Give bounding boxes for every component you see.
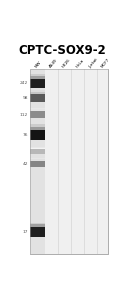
Bar: [45, 70, 58, 254]
Bar: [30, 161, 45, 167]
Bar: [30, 109, 45, 111]
Text: A549: A549: [49, 58, 58, 69]
Text: 76: 76: [23, 133, 28, 137]
Bar: [30, 224, 45, 227]
Text: 17: 17: [23, 230, 28, 234]
Text: 42: 42: [23, 162, 28, 166]
Bar: [30, 223, 45, 227]
Bar: [30, 70, 108, 254]
Text: H226: H226: [62, 58, 72, 69]
Text: HeLa: HeLa: [75, 58, 85, 69]
Bar: [30, 130, 45, 140]
Bar: [97, 70, 108, 254]
Bar: [58, 70, 71, 254]
Text: Jurkat: Jurkat: [88, 57, 99, 69]
Bar: [30, 227, 45, 237]
Bar: [30, 158, 45, 161]
Bar: [30, 92, 45, 94]
Text: MCF7: MCF7: [100, 58, 110, 69]
Bar: [30, 111, 45, 118]
Bar: [30, 90, 45, 94]
Bar: [30, 76, 45, 79]
Bar: [30, 79, 45, 88]
Text: 112: 112: [20, 113, 28, 117]
Bar: [30, 159, 45, 161]
Bar: [30, 149, 45, 154]
Text: MW: MW: [34, 60, 42, 69]
Bar: [30, 108, 45, 111]
Bar: [97, 70, 98, 254]
Text: CPTC-SOX9-2: CPTC-SOX9-2: [19, 44, 106, 57]
Bar: [84, 70, 85, 254]
Bar: [30, 147, 45, 149]
Bar: [30, 94, 45, 102]
Bar: [30, 124, 45, 130]
Bar: [58, 70, 59, 254]
Bar: [30, 148, 45, 149]
Bar: [30, 70, 108, 254]
Bar: [30, 127, 45, 130]
Text: 242: 242: [20, 81, 28, 86]
Bar: [30, 74, 45, 79]
Bar: [30, 70, 45, 254]
Bar: [71, 70, 85, 254]
Bar: [71, 70, 72, 254]
Bar: [85, 70, 97, 254]
Text: 98: 98: [23, 96, 28, 100]
